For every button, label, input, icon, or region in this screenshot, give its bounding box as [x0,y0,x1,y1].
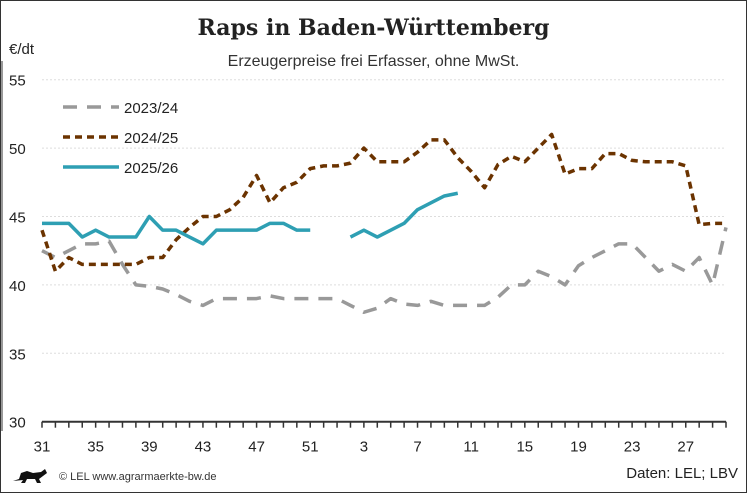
series-line-2024-25 [40,132,726,273]
y-tick-label: 40 [9,278,26,295]
series-line-2025-26 [42,214,311,246]
chart-title: Raps in Baden-Württemberg [197,15,550,41]
x-tick-label: 43 [195,439,212,456]
x-tick-label: 11 [463,439,479,456]
y-axis-unit: €/dt [9,41,35,58]
x-tick-label: 31 [34,439,51,456]
x-tick-label: 3 [360,439,368,456]
x-tick-label: 51 [302,439,319,456]
y-tick-label: 45 [9,210,26,227]
x-tick-label: 19 [570,439,587,456]
legend-label: 2024/25 [124,130,178,147]
x-tick-label: 27 [677,439,694,456]
x-tick-label: 23 [624,439,641,456]
data-source: Daten: LEL; LBV [626,465,738,482]
y-tick-label: 30 [9,415,26,432]
x-tick-label: 47 [248,439,265,456]
y-tick-label: 50 [9,141,26,158]
series-line-2023-24 [41,227,728,315]
legend-label: 2023/24 [124,100,178,117]
copyright-credit: © LEL www.agrarmaerkte-bw.de [59,471,217,483]
series-line-2025-26 [349,191,459,239]
legend-label: 2025/26 [124,160,178,177]
chart-subtitle: Erzeugerpreise frei Erfasser, ohne MwSt. [227,53,520,70]
y-tick-label: 35 [9,346,26,363]
x-tick-label: 7 [413,439,421,456]
y-tick-label: 55 [9,73,26,90]
x-tick-label: 35 [87,439,104,456]
x-tick-label: 15 [516,439,533,456]
lion-logo-icon [13,469,47,483]
x-tick-label: 39 [141,439,158,456]
